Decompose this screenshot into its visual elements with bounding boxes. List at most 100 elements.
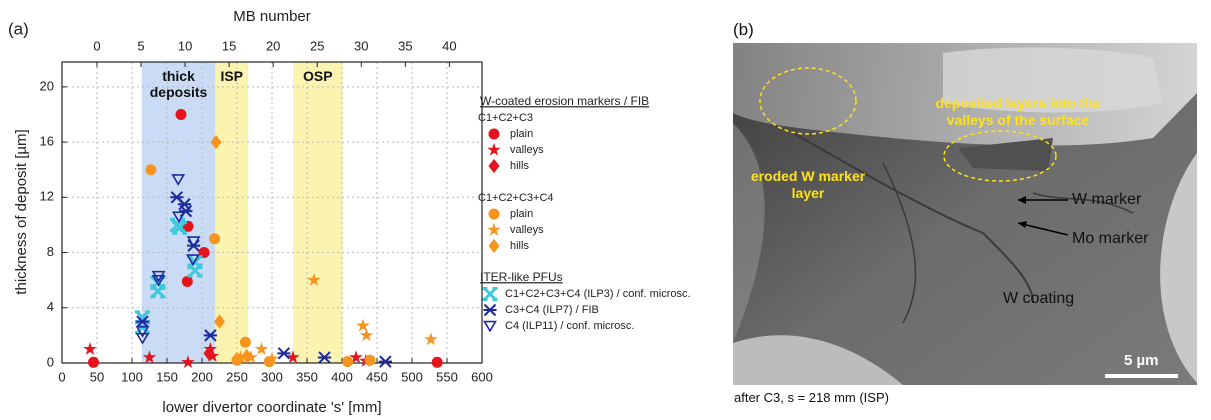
legend-marker xyxy=(488,208,500,220)
legend-marker xyxy=(482,287,498,301)
legend-label: plain xyxy=(510,208,533,220)
panel-label: (b) xyxy=(733,20,754,39)
data-point xyxy=(88,356,99,368)
data-point xyxy=(239,336,251,348)
x-tick-label: 400 xyxy=(331,369,353,384)
y-tick-label: 20 xyxy=(40,78,54,93)
legend-label: hills xyxy=(510,240,529,252)
data-point xyxy=(254,342,269,355)
data-point xyxy=(150,284,166,299)
y-tick-label: 4 xyxy=(47,299,54,314)
x2-tick-label: 0 xyxy=(93,38,100,53)
data-point xyxy=(135,332,150,345)
data-point xyxy=(181,355,195,369)
x-tick-label: 0 xyxy=(58,369,65,384)
data-point xyxy=(286,350,300,364)
data-point xyxy=(181,276,193,288)
data-point xyxy=(83,342,97,355)
legend-heading: W-coated erosion markers / FIB xyxy=(480,94,649,108)
data-point xyxy=(203,329,217,342)
x-tick-label: 150 xyxy=(156,369,178,384)
x-tick-label: 50 xyxy=(90,369,104,384)
chart: (a) MB number lower divertor coordinate … xyxy=(8,8,691,416)
y-axis-title: thickness of deposit [µm] xyxy=(13,129,30,294)
data-point xyxy=(203,346,215,361)
panel-label: (a) xyxy=(8,19,29,38)
legend-group: C1+C2+C3 xyxy=(478,112,533,124)
annotation: Mo marker xyxy=(1072,230,1149,247)
legend-marker xyxy=(483,320,497,333)
legend-label: C3+C4 (ILP7) / FIB xyxy=(505,304,599,316)
legend-label: hills xyxy=(510,160,529,172)
data-point xyxy=(359,328,374,342)
scale-bar-label: 5 µm xyxy=(1124,352,1159,369)
x2-tick-label: 40 xyxy=(442,38,456,53)
legend-marker xyxy=(487,222,501,236)
region-label: thick deposits xyxy=(149,68,208,100)
caption: after C3, s = 218 mm (ISP) xyxy=(734,390,889,405)
data-point xyxy=(135,315,150,328)
x-axis-title: lower divertor coordinate 's' [mm] xyxy=(162,399,381,416)
y-tick-label: 16 xyxy=(40,134,54,149)
region-label: ISP xyxy=(220,68,244,84)
data-point xyxy=(142,350,157,364)
legend-label: C4 (ILP11) / conf. microsc. xyxy=(505,320,634,332)
legend-marker xyxy=(488,128,500,140)
data-point xyxy=(151,274,166,287)
data-point xyxy=(214,314,225,329)
x-tick-label: 200 xyxy=(191,369,213,384)
x2-tick-label: 10 xyxy=(178,38,192,53)
legend-heading: ITER-like PFUs xyxy=(480,270,563,284)
x-tick-label: 550 xyxy=(436,369,458,384)
data-point xyxy=(186,254,200,266)
annotation: W coating xyxy=(1003,290,1075,307)
data-point xyxy=(364,354,376,366)
x-tick-label: 100 xyxy=(121,369,143,384)
legend-group: C1+C2+C3+C4 xyxy=(478,192,554,204)
data-point xyxy=(172,220,188,235)
x-tick-label: 300 xyxy=(261,369,283,384)
annotation: deposited layers into the valleys of the… xyxy=(935,95,1101,128)
data-point xyxy=(349,350,363,364)
legend-marker xyxy=(488,158,500,174)
x2-tick-label: 20 xyxy=(266,38,280,53)
region-label: OSP xyxy=(303,68,333,84)
data-point xyxy=(378,355,392,368)
legend-marker xyxy=(487,142,501,156)
legend-marker xyxy=(483,303,497,317)
y-tick-label: 0 xyxy=(47,354,54,369)
data-point xyxy=(187,263,203,278)
x-tick-label: 250 xyxy=(226,369,248,384)
x-tick-label: 350 xyxy=(296,369,318,384)
shaded-region xyxy=(215,62,249,363)
data-point xyxy=(241,348,253,364)
shaded-region xyxy=(293,62,343,363)
data-point xyxy=(231,351,243,367)
x2-tick-label: 25 xyxy=(310,38,324,53)
data-point xyxy=(209,233,221,245)
legend-label: valleys xyxy=(510,144,544,156)
y-tick-label: 8 xyxy=(47,244,54,259)
data-point xyxy=(317,351,332,364)
data-point xyxy=(277,347,291,360)
legend-label: plain xyxy=(510,128,533,140)
x2-tick-label: 35 xyxy=(398,38,412,53)
data-point xyxy=(431,356,443,368)
data-point xyxy=(424,332,438,346)
legend-marker xyxy=(488,238,500,254)
data-point xyxy=(135,326,150,338)
annotation: W marker xyxy=(1072,191,1142,208)
micrograph xyxy=(733,43,1197,385)
annotation: eroded W marker layer xyxy=(750,168,866,201)
x-tick-label: 500 xyxy=(401,369,423,384)
x2-tick-label: 15 xyxy=(222,38,236,53)
data-point xyxy=(172,211,186,224)
x-tick-label: 450 xyxy=(366,369,388,384)
data-point xyxy=(175,108,187,120)
data-point xyxy=(186,236,201,249)
x2-tick-label: 30 xyxy=(354,38,368,53)
data-point xyxy=(171,174,186,186)
data-point xyxy=(265,351,279,365)
data-point xyxy=(135,310,150,325)
